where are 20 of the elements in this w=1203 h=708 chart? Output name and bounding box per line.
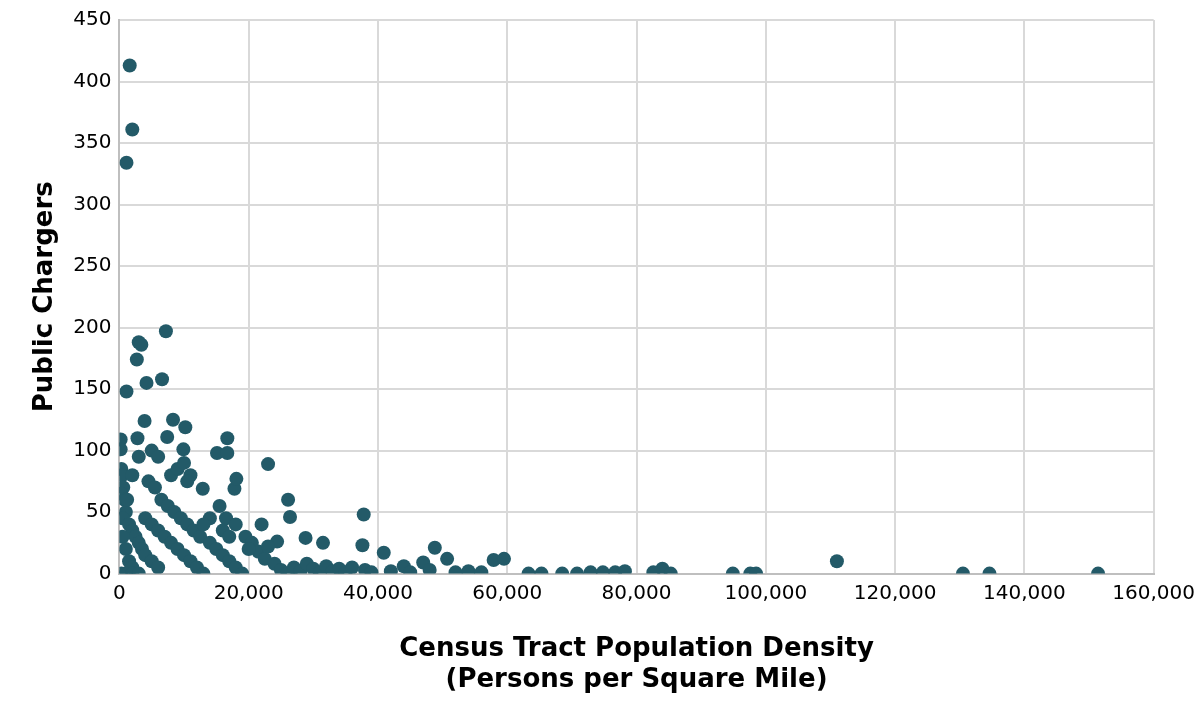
y-axis-title: Public Chargers (28, 181, 59, 413)
x-axis-title: Census Tract Population Density (Persons per Square Mile) (399, 631, 874, 694)
y-tick-label: 150 (73, 375, 112, 400)
x-tick-label: 140,000 (983, 579, 1066, 604)
y-tick-label: 100 (73, 436, 112, 461)
x-tick-label: 60,000 (472, 579, 543, 604)
y-tick-label: 250 (73, 252, 112, 277)
x-tick-label: 160,000 (1112, 579, 1196, 604)
x-tick-label: 80,000 (601, 579, 672, 604)
y-tick-label: 350 (73, 129, 112, 154)
y-tick-label: 50 (85, 498, 112, 523)
x-tick-label: 120,000 (853, 579, 937, 604)
y-tick-label: 400 (73, 67, 112, 92)
y-tick-label: 200 (73, 313, 112, 338)
x-tick-label: 40,000 (342, 579, 413, 604)
x-tick-label: 100,000 (724, 579, 808, 604)
y-tick-label: 450 (73, 6, 112, 31)
y-tick-label: 300 (73, 190, 112, 215)
x-tick-label: 20,000 (213, 579, 284, 604)
y-tick-label: 0 (98, 559, 112, 584)
